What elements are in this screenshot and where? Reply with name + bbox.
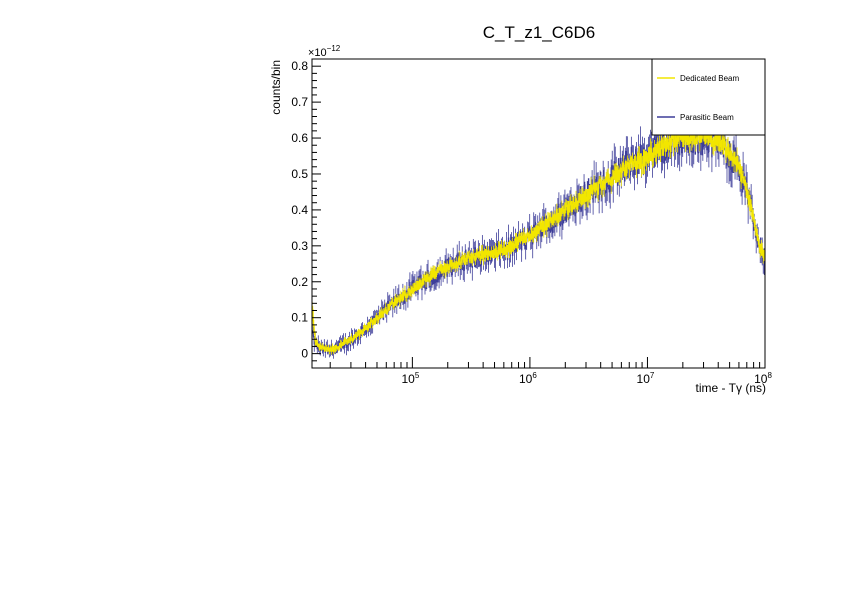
x-tick-exponent: 8 — [767, 371, 772, 380]
y-tick-label: 0.2 — [291, 275, 308, 289]
x-tick-exponent: 6 — [532, 371, 537, 380]
y-tick-label: 0 — [301, 347, 308, 361]
x-tick-label: 107 — [637, 371, 655, 386]
x-axis-label: time - Tγ (ns) — [696, 381, 766, 395]
legend-label-parasitic: Parasitic Beam — [680, 113, 734, 122]
x-tick-label: 108 — [754, 371, 772, 386]
y-tick-label: 0.8 — [291, 59, 308, 73]
x-tick-exponent: 5 — [415, 371, 420, 380]
y-exponent-label: ×10−12 — [308, 44, 341, 59]
x-tick-base: 10 — [637, 372, 651, 386]
chart-title: C_T_z1_C6D6 — [483, 23, 595, 42]
y-tick-label: 0.1 — [291, 311, 308, 325]
y-tick-label: 0.4 — [291, 203, 308, 217]
x-tick-base: 10 — [401, 372, 415, 386]
x-tick-base: 10 — [754, 372, 768, 386]
x-tick-label: 106 — [519, 371, 537, 386]
y-axis-label: counts/bin — [269, 60, 283, 115]
y-exponent-base: ×10 — [308, 47, 327, 59]
x-tick-base: 10 — [519, 372, 533, 386]
plot-frame — [311, 58, 766, 369]
y-exponent-power: −12 — [327, 44, 341, 53]
x-tick-label: 105 — [401, 371, 419, 386]
x-tick-exponent: 7 — [650, 371, 655, 380]
series-line — [312, 126, 765, 352]
y-tick-label: 0.3 — [291, 239, 308, 253]
y-tick-label: 0.6 — [291, 131, 308, 145]
series-dedicated-beam — [312, 118, 765, 355]
y-tick-label: 0.5 — [291, 167, 308, 181]
legend: Dedicated Beam Parasitic Beam — [651, 58, 766, 136]
y-tick-label: 0.7 — [291, 95, 308, 109]
legend-label-dedicated: Dedicated Beam — [680, 74, 739, 83]
legend-box — [651, 58, 766, 136]
